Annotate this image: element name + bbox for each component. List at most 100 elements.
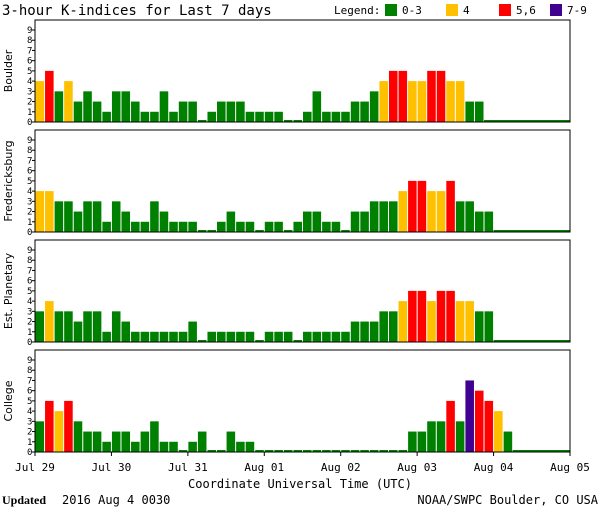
bar [312, 450, 322, 452]
x-tick-label: Aug 01 [244, 461, 284, 474]
legend-label-0: 0-3 [402, 4, 422, 17]
bar [369, 450, 379, 452]
bar [54, 311, 64, 342]
y-tick-label: 1 [27, 438, 32, 448]
bar [111, 91, 121, 122]
baseline [493, 230, 570, 232]
bar [102, 111, 111, 122]
chart-title: 3-hour K-indices for Last 7 days [2, 3, 272, 19]
bar [465, 101, 474, 122]
bar [436, 191, 446, 232]
bar [226, 431, 236, 452]
bar [207, 230, 217, 232]
bar [369, 201, 379, 232]
bar [111, 201, 121, 232]
bar [455, 421, 465, 452]
legend: 0-3 4 5,6 7-9 [385, 4, 587, 17]
y-tick-label: 9 [27, 26, 32, 36]
bar [408, 290, 417, 342]
bar [236, 441, 245, 452]
bar [398, 70, 408, 122]
y-tick-label: 0 [27, 228, 32, 238]
y-tick-label: 8 [27, 256, 32, 266]
y-tick-label: 7 [27, 266, 32, 276]
series-label: Est. Planetary [2, 252, 15, 329]
bar [64, 201, 73, 232]
bar [83, 91, 92, 122]
bar [446, 81, 455, 122]
bar [111, 311, 121, 342]
bar [150, 201, 159, 232]
bar [226, 101, 236, 122]
y-tick-label: 7 [27, 156, 32, 166]
bar [178, 331, 188, 342]
bar [197, 120, 207, 122]
bar [331, 331, 341, 342]
bar [388, 450, 398, 452]
y-tick-label: 3 [27, 417, 32, 427]
bar [150, 421, 159, 452]
bar [350, 450, 360, 452]
bar [159, 441, 169, 452]
y-tick-label: 6 [27, 57, 32, 67]
bar [64, 311, 73, 342]
bar [73, 101, 83, 122]
bar [369, 321, 379, 342]
bar [245, 331, 255, 342]
bar [121, 91, 131, 122]
bar [121, 211, 131, 232]
bar [474, 390, 484, 452]
bar [274, 111, 283, 122]
bar [255, 450, 264, 452]
y-tick-label: 1 [27, 328, 32, 338]
panel-frame [34, 19, 571, 123]
y-tick-label: 9 [27, 246, 32, 256]
legend-swatch-1 [446, 4, 458, 16]
bar [283, 331, 293, 342]
bar [274, 450, 283, 452]
y-tick-label: 9 [27, 136, 32, 146]
bar [140, 431, 150, 452]
y-tick-label: 0 [27, 338, 32, 348]
bar [83, 201, 92, 232]
bar [255, 111, 264, 122]
bar [417, 81, 427, 122]
bar [236, 101, 245, 122]
bar [465, 301, 474, 342]
y-tick-label: 2 [27, 428, 32, 438]
bar [178, 221, 188, 232]
bar [140, 331, 150, 342]
bar [150, 331, 159, 342]
bar [54, 411, 64, 452]
bar [341, 230, 350, 232]
panel-frame [34, 349, 571, 453]
x-tick-label: Jul 31 [168, 461, 208, 474]
bar [159, 211, 169, 232]
panels: 0123456789Boulder0123456789Fredericksbur… [2, 19, 571, 458]
bar [54, 91, 64, 122]
x-tick-label: Jul 29 [15, 461, 55, 474]
bar [159, 331, 169, 342]
bar [474, 211, 484, 232]
x-tick-label: Aug 05 [550, 461, 590, 474]
bar [455, 201, 465, 232]
bar [388, 311, 398, 342]
bar [131, 331, 140, 342]
bar [417, 290, 427, 342]
bar [45, 70, 54, 122]
bar [293, 120, 302, 122]
y-tick-label: 1 [27, 108, 32, 118]
bar [283, 230, 293, 232]
bar [331, 450, 341, 452]
y-tick-label: 5 [27, 177, 32, 187]
bar [121, 431, 131, 452]
bar [408, 81, 417, 122]
y-tick-label: 7 [27, 376, 32, 386]
bar [169, 221, 178, 232]
bar [293, 450, 302, 452]
bar [140, 111, 150, 122]
y-tick-label: 6 [27, 167, 32, 177]
